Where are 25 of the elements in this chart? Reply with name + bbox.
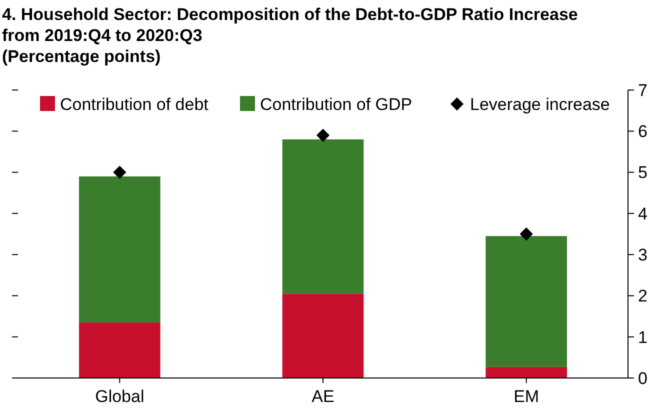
bar <box>486 236 567 367</box>
x-tick-label: Global <box>95 387 144 406</box>
y-tick-label: 1 <box>638 328 648 347</box>
chart-subtitle: (Percentage points) <box>2 47 161 66</box>
legend-label: Leverage increase <box>470 94 610 114</box>
legend-label: Contribution of debt <box>60 94 209 114</box>
y-tick-label: 3 <box>638 246 648 265</box>
y-tick-label: 6 <box>638 122 648 142</box>
y-tick-label: 5 <box>638 163 648 182</box>
y-tick-label: 7 <box>638 80 648 100</box>
bar <box>486 366 567 378</box>
bar <box>282 139 364 294</box>
point <box>316 128 330 142</box>
y-tick-label: 2 <box>638 286 648 306</box>
bar <box>282 294 364 378</box>
x-tick-label: AE <box>312 387 334 406</box>
y-tick-label: 0 <box>638 368 648 388</box>
point <box>113 166 126 179</box>
legend-label: Contribution of GDP <box>260 94 412 114</box>
bar <box>79 176 160 322</box>
chart-title: 4. Household Sector: Decomposition of the Debt-to-GDP Ratio Increase from 2019:Q4 to 2020:Q3 <box>2 5 578 45</box>
bar <box>79 322 160 378</box>
y-tick-label: 4 <box>638 204 648 224</box>
x-tick-label: EM <box>514 387 540 406</box>
point <box>520 227 533 241</box>
